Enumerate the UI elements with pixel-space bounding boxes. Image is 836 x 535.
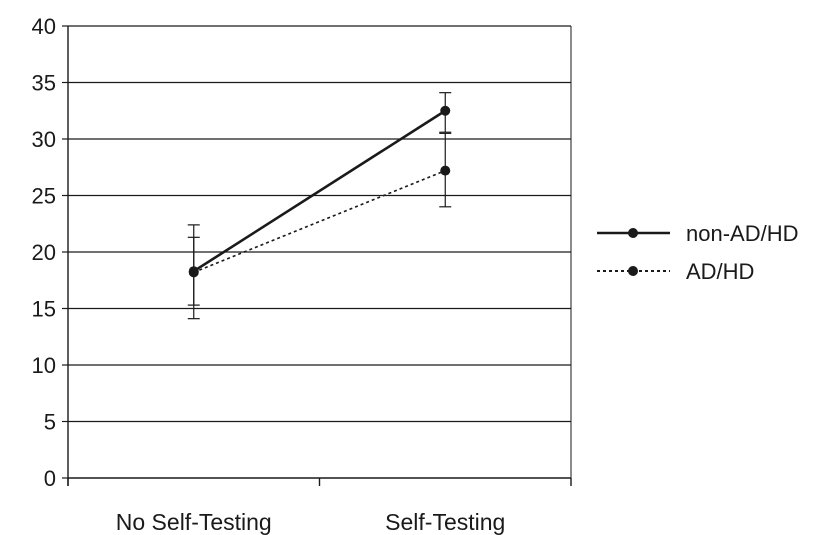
- data-point: [440, 165, 451, 176]
- series-layer: [187, 92, 452, 320]
- y-tick-label: 40: [32, 14, 56, 39]
- x-tick-label: Self-Testing: [385, 509, 505, 535]
- series-line: [193, 169, 446, 274]
- data-point: [440, 105, 451, 116]
- legend-label: AD/HD: [686, 259, 754, 284]
- series-2: [187, 132, 452, 320]
- y-tick-label: 10: [32, 353, 56, 378]
- legend-item-1: non-AD/HD: [597, 221, 798, 246]
- legend-marker: [628, 228, 638, 238]
- gridlines: [68, 25, 571, 423]
- legend-item-2: AD/HD: [597, 259, 754, 284]
- y-tick-label: 20: [32, 240, 56, 265]
- series-line: [193, 109, 446, 273]
- x-tick-label: No Self-Testing: [116, 509, 272, 535]
- y-tick-label: 25: [32, 184, 56, 209]
- series-1: [187, 92, 452, 306]
- y-tick-label: 15: [32, 297, 56, 322]
- axes: [67, 26, 572, 486]
- legend-marker: [628, 266, 638, 276]
- data-point: [188, 267, 199, 278]
- y-axis-ticks: 0 5 10 15 20 25 30 35 40: [32, 14, 68, 491]
- x-axis-ticks: No Self-Testing Self-Testing: [67, 478, 572, 535]
- y-tick-label: 5: [44, 410, 56, 435]
- y-tick-label: 0: [44, 466, 56, 491]
- y-tick-label: 30: [32, 127, 56, 152]
- legend-label: non-AD/HD: [686, 221, 798, 246]
- legend: non-AD/HD AD/HD: [597, 221, 798, 284]
- y-tick-label: 35: [32, 71, 56, 96]
